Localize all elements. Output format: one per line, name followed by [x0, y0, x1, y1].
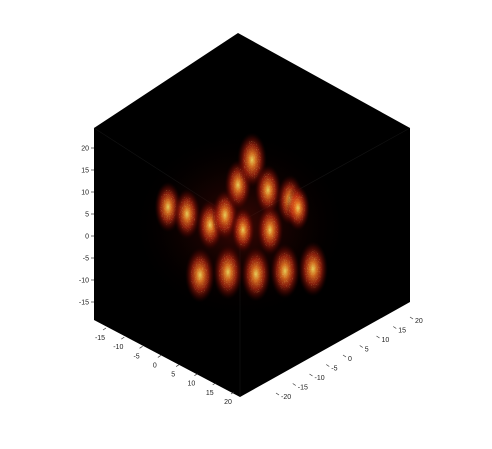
- vertical-axis: 20 15 10 5 0 -5 -10 -15: [79, 146, 94, 307]
- axis-tick-label: 0: [85, 234, 89, 241]
- axis-tick-mark: [139, 345, 143, 349]
- left-bottom-axis: -15 -10 -5 0 5 10 15 20: [95, 327, 235, 406]
- emission-blob-speckle: [229, 167, 247, 203]
- axis-tick-label: -10: [315, 375, 325, 382]
- axis-tick-label: -5: [133, 353, 139, 360]
- right-bottom-axis: -20 -15 -10 -5 0 5 10 15 20: [275, 316, 423, 401]
- axis-tick-label: 5: [85, 212, 89, 219]
- axis-tick-label: 0: [348, 356, 352, 363]
- axis-tick-mark: [175, 364, 180, 367]
- axis-tick-mark: [393, 326, 397, 329]
- volume-blob-grain: [159, 140, 322, 295]
- axis-tick-mark: [292, 383, 296, 386]
- emission-blob-speckle: [235, 214, 251, 246]
- axis-tick-mark: [376, 335, 380, 339]
- emission-blob-speckle: [259, 172, 277, 208]
- axis-tick-mark: [212, 382, 216, 386]
- axis-tick-mark: [342, 354, 347, 358]
- axis-tick-label: -10: [79, 278, 89, 285]
- axis-tick-label: 20: [81, 146, 89, 153]
- axis-tick-mark: [102, 327, 107, 331]
- axis-tick-mark: [275, 392, 280, 396]
- axis-tick-label: -5: [83, 256, 89, 263]
- emission-blob-speckle: [290, 192, 306, 224]
- axis-tick-label: 5: [365, 347, 369, 354]
- axis-tick-mark: [157, 355, 162, 358]
- axis-tick-label: 20: [224, 399, 232, 406]
- axis-tick-label: -20: [281, 394, 291, 401]
- emission-blob-speckle: [178, 196, 196, 232]
- axis-tick-mark: [309, 373, 313, 377]
- emission-blob-speckle: [304, 249, 322, 289]
- emission-blob-speckle: [159, 189, 177, 225]
- emission-blob-speckle: [191, 255, 209, 295]
- emission-blob-speckle: [216, 197, 234, 233]
- emission-blob-speckle: [201, 207, 219, 243]
- axis-tick-label: 15: [206, 390, 214, 397]
- axis-tick-label: 20: [415, 318, 423, 325]
- axis-tick-label: -15: [298, 385, 308, 392]
- axis-tick-label: 5: [171, 372, 175, 379]
- axis-tick-label: 0: [153, 362, 157, 369]
- emission-blob-speckle: [219, 252, 237, 292]
- emission-blob-speckle: [243, 140, 261, 180]
- axis-tick-label: 10: [382, 337, 390, 344]
- axis-tick-label: -5: [331, 366, 337, 373]
- axis-tick-mark: [409, 316, 414, 320]
- axis-tick-mark: [359, 345, 363, 348]
- volume-blobs: [154, 132, 328, 303]
- axis-tick-label: 15: [398, 328, 406, 335]
- axis-tick-mark: [121, 336, 125, 340]
- emission-blob-speckle: [276, 251, 294, 291]
- axis-tick-label: -15: [95, 335, 105, 342]
- axis-tick-label: 15: [81, 168, 89, 175]
- axis-tick-mark: [230, 391, 235, 395]
- emission-blob-speckle: [261, 212, 279, 248]
- axis-tick-label: 10: [188, 381, 196, 388]
- axis-tick-label: -15: [79, 300, 89, 307]
- axis-tick-label: -10: [113, 344, 123, 351]
- axis-tick-mark: [194, 373, 198, 377]
- axis-tick-mark: [326, 364, 330, 367]
- emission-blob-speckle: [247, 254, 265, 294]
- axis-tick-label: 10: [81, 190, 89, 197]
